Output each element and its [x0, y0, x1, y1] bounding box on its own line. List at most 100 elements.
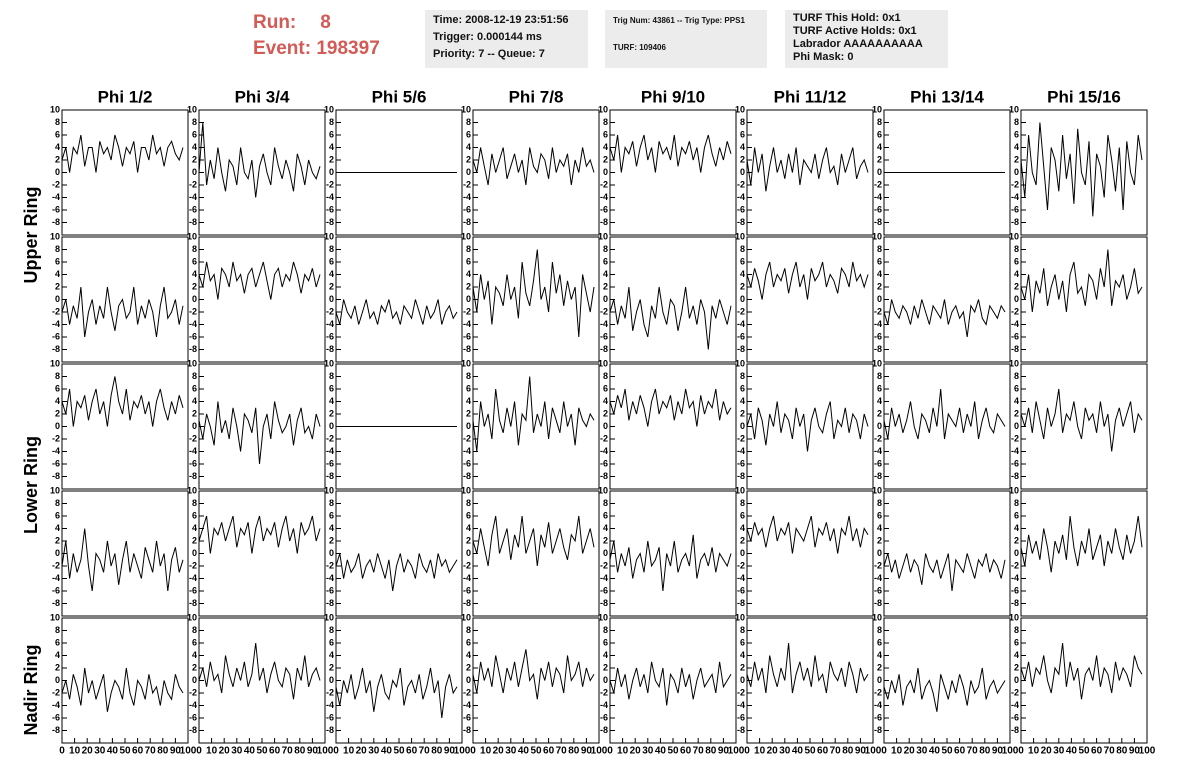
column-title: Phi 11/12: [774, 87, 847, 106]
y-tick-label: -2: [326, 306, 334, 316]
y-tick-label: -2: [52, 687, 60, 697]
waveform: [883, 388, 1006, 440]
x-tick-label: 100: [865, 746, 882, 757]
y-tick-label: 8: [877, 117, 882, 127]
y-tick-label: -8: [737, 217, 745, 227]
y-tick-label: 0: [55, 167, 60, 177]
y-tick-label: -2: [189, 687, 197, 697]
y-tick-label: -4: [52, 700, 60, 710]
y-tick-label: -6: [326, 712, 334, 722]
x-tick-label: 80: [842, 746, 854, 757]
y-tick-label: 2: [192, 408, 197, 418]
y-tick-label: -8: [737, 598, 745, 608]
y-tick-label: 8: [740, 498, 745, 508]
x-tick-label: 100: [454, 746, 471, 757]
waveform: [1020, 122, 1143, 217]
y-tick-label: 8: [603, 625, 608, 635]
x-tick-label: 10: [69, 746, 81, 757]
y-tick-label: -4: [52, 446, 60, 456]
panel-frame: [335, 490, 463, 617]
y-tick-label: 10: [324, 612, 334, 622]
y-tick-label: 4: [466, 269, 471, 279]
y-tick-label: -6: [874, 458, 882, 468]
y-tick-label: 4: [466, 142, 471, 152]
y-tick-label: 8: [55, 244, 60, 254]
x-tick-label: 60: [680, 746, 692, 757]
info-line: TURF Active Holds: 0x1: [793, 25, 917, 37]
y-tick-label: 0: [192, 167, 197, 177]
x-tick-label: 10: [343, 746, 355, 757]
y-tick-label: -4: [189, 700, 197, 710]
column-title: Phi 5/6: [372, 87, 427, 106]
y-tick-label: 6: [1014, 510, 1019, 520]
x-tick-label: 20: [904, 746, 916, 757]
y-tick-label: -2: [600, 306, 608, 316]
y-tick-label: -6: [874, 712, 882, 722]
y-tick-label: -6: [52, 458, 60, 468]
x-tick-label: 0: [59, 746, 65, 757]
y-tick-label: -8: [463, 598, 471, 608]
y-tick-label: 10: [872, 231, 882, 241]
y-tick-label: -2: [737, 179, 745, 189]
y-tick-label: -6: [463, 712, 471, 722]
info-line: Time: 2008-12-19 23:51:56: [433, 14, 569, 26]
y-tick-label: -6: [52, 331, 60, 341]
y-tick-label: 4: [1014, 269, 1019, 279]
info-line: Priority: 7 -- Queue: 7: [433, 48, 545, 60]
y-tick-label: 2: [877, 154, 882, 164]
y-tick-label: -2: [326, 687, 334, 697]
y-tick-label: 8: [466, 371, 471, 381]
column-title: Phi 3/4: [235, 87, 290, 106]
y-tick-label: 10: [461, 485, 471, 495]
y-tick-label: -8: [600, 725, 608, 735]
x-tick-label: 20: [767, 746, 779, 757]
panel-frame: [883, 490, 1011, 617]
y-tick-label: 10: [187, 231, 197, 241]
y-tick-label: -2: [737, 433, 745, 443]
x-tick-label: 60: [954, 746, 966, 757]
x-tick-label: 90: [444, 746, 456, 757]
y-tick-label: 10: [50, 104, 60, 114]
y-tick-label: -2: [52, 560, 60, 570]
y-tick-label: -6: [189, 204, 197, 214]
y-tick-label: -2: [326, 433, 334, 443]
y-tick-label: 4: [877, 142, 882, 152]
x-tick-label: 50: [256, 746, 268, 757]
y-tick-label: 10: [735, 612, 745, 622]
y-tick-label: 0: [877, 294, 882, 304]
y-tick-label: 2: [603, 535, 608, 545]
panel-frame: [472, 109, 600, 236]
y-tick-label: 2: [740, 535, 745, 545]
y-tick-label: 4: [877, 269, 882, 279]
y-tick-label: 6: [603, 129, 608, 139]
y-tick-label: 10: [324, 104, 334, 114]
y-tick-label: -2: [326, 560, 334, 570]
y-tick-label: -4: [463, 319, 471, 329]
y-tick-label: 2: [740, 281, 745, 291]
y-tick-label: 0: [603, 167, 608, 177]
y-tick-label: 8: [192, 244, 197, 254]
x-tick-label: 90: [992, 746, 1004, 757]
y-tick-label: -2: [1011, 433, 1019, 443]
x-tick-label: 70: [419, 746, 431, 757]
y-tick-label: -8: [874, 217, 882, 227]
y-tick-label: 2: [192, 535, 197, 545]
y-tick-label: -8: [189, 217, 197, 227]
y-tick-label: 8: [1014, 498, 1019, 508]
y-tick-label: -8: [326, 471, 334, 481]
x-tick-label: 100: [728, 746, 745, 757]
panel-frame: [472, 363, 600, 490]
y-tick-label: 2: [55, 535, 60, 545]
y-tick-label: 4: [329, 650, 334, 660]
y-tick-label: -2: [463, 306, 471, 316]
y-tick-label: 6: [329, 129, 334, 139]
y-tick-label: 2: [1014, 408, 1019, 418]
y-tick-label: 2: [55, 408, 60, 418]
column-title: Phi 1/2: [98, 87, 153, 106]
y-tick-label: 8: [192, 117, 197, 127]
y-tick-label: 10: [461, 104, 471, 114]
x-tick-label: 20: [82, 746, 94, 757]
y-tick-label: 2: [466, 154, 471, 164]
y-tick-label: 0: [55, 294, 60, 304]
y-tick-label: 4: [1014, 142, 1019, 152]
